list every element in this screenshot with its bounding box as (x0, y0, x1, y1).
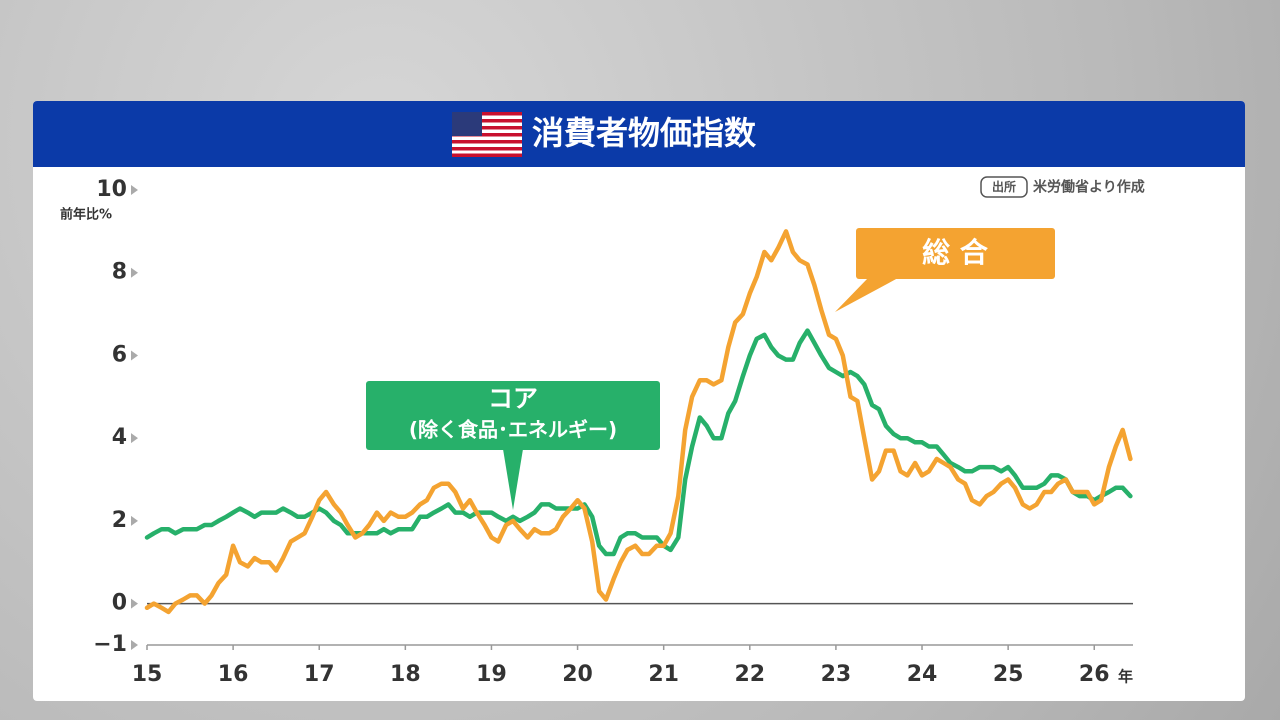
y-tick-mark (131, 185, 138, 195)
series-line (144, 229, 1133, 615)
header-bar (33, 101, 1245, 167)
headline-label: 総 合 (922, 236, 989, 269)
x-tick-label: 23 (821, 662, 852, 687)
core-label: コア (488, 384, 538, 413)
y-tick-mark (131, 515, 138, 526)
x-tick-label: 21 (648, 662, 679, 687)
us-flag (452, 112, 522, 157)
x-tick-label: 24 (907, 662, 938, 687)
y-tick-mark (131, 433, 138, 444)
x-tick-label: 26 (1079, 662, 1110, 687)
x-tick-label: 20 (562, 662, 593, 687)
chart-title: 消費者物価指数 (532, 114, 757, 152)
headline-callout: 総 合 (835, 228, 1055, 312)
y-tick-label: 2 (112, 508, 127, 533)
y-tick-label: 0 (112, 591, 127, 616)
source-badge: 出所 (992, 179, 1016, 194)
x-tick-label: 16 (218, 662, 249, 687)
core-note: (除く食品･エネルギー) (409, 418, 617, 442)
y-tick-label: 10 (96, 177, 127, 202)
x-unit: 年 (1118, 668, 1133, 686)
y-tick-label: −1 (93, 632, 127, 657)
x-tick-label: 22 (734, 662, 765, 687)
x-tick-label: 19 (476, 662, 507, 687)
x-tick-label: 25 (993, 662, 1024, 687)
y-tick-label: 4 (112, 425, 127, 450)
y-tick-mark (131, 640, 138, 650)
y-tick-label: 8 (112, 260, 127, 285)
x-tick-label: 18 (390, 662, 421, 687)
y-tick-mark (131, 350, 138, 361)
y-unit: 前年比% (60, 207, 112, 223)
y-tick-mark (131, 598, 138, 609)
x-tick-label: 17 (304, 662, 335, 687)
core-callout: コア (除く食品･エネルギー) (366, 381, 660, 510)
x-tick-label: 15 (132, 662, 163, 687)
series-line (144, 328, 1133, 557)
source-badge-box (980, 176, 1028, 198)
y-tick-mark (131, 267, 138, 278)
source: 米労働省より作成 (1033, 179, 1145, 196)
y-tick-label: 6 (112, 342, 127, 367)
